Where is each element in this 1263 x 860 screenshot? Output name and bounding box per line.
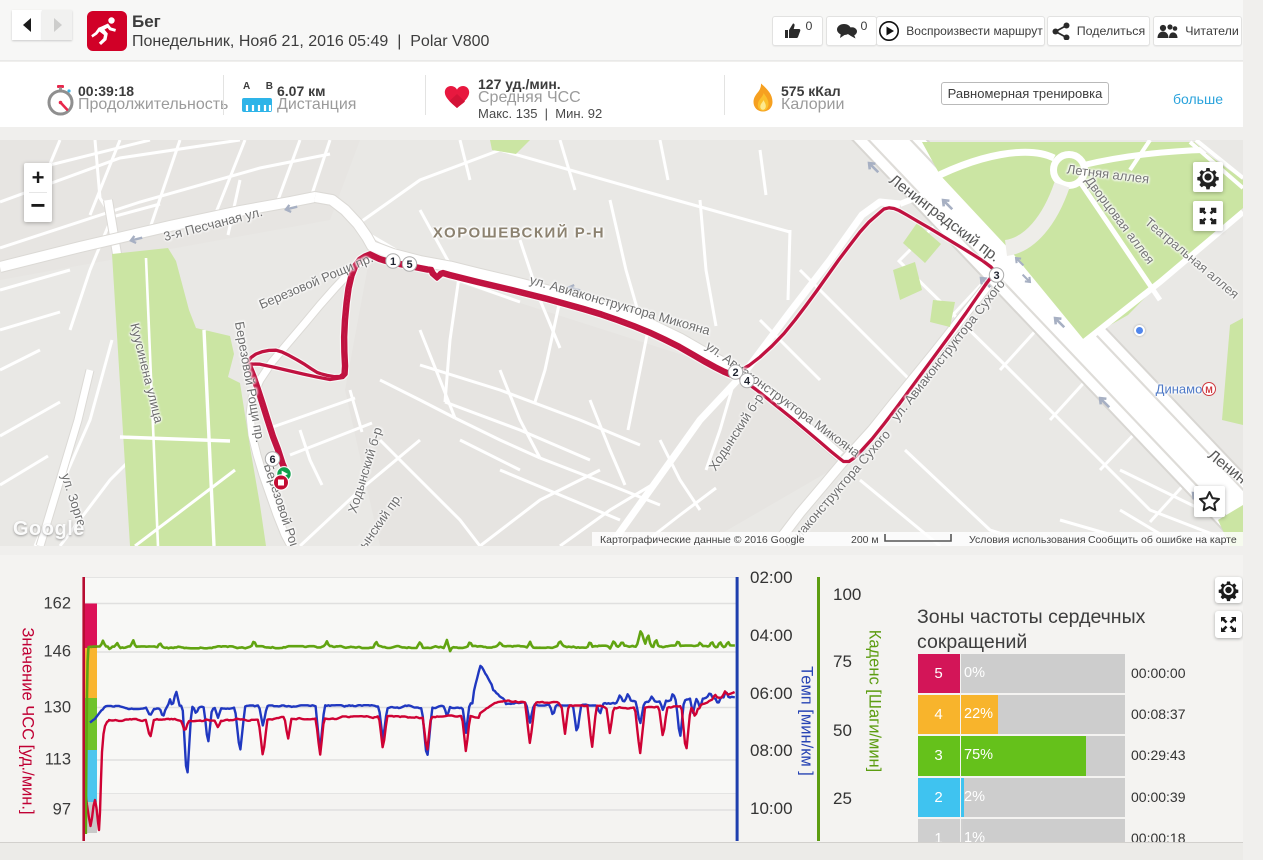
svg-text:1: 1: [390, 256, 396, 268]
svg-text:5: 5: [406, 259, 412, 271]
svg-text:4: 4: [744, 376, 751, 388]
svg-text:2: 2: [732, 367, 738, 379]
svg-text:6: 6: [269, 454, 275, 466]
svg-text:3: 3: [993, 270, 999, 282]
